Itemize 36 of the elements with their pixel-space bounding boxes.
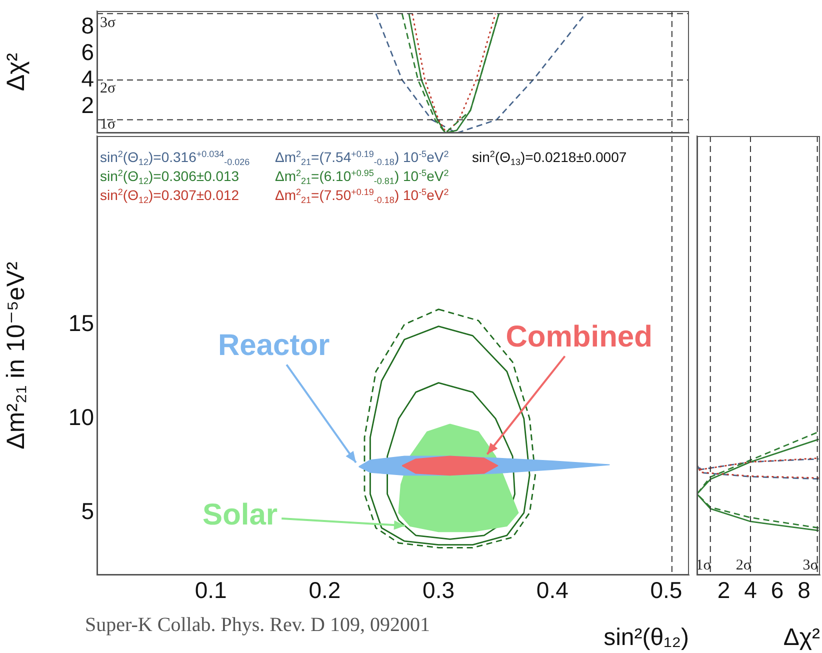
annotation: sin$^{2}$(Θ$_{12}$)=0.307±0.012: [100, 187, 240, 205]
x-tick-label: 4: [744, 577, 758, 604]
text: Super-K Collab. Phys. Rev. D 109, 092001: [85, 614, 430, 636]
annotation: sin$^{2}$(Θ$_{12}$)=0.306±0.013: [100, 168, 240, 186]
x-axis-title: Δχ²: [783, 624, 820, 652]
y-tick-label: 5: [81, 498, 94, 524]
text: Δm$^{2}$$_{21}$=(6.10$^{+0.95}$$_{-0.81}$) 10$^{-5}$eV$^{2}$: [275, 168, 449, 186]
x-tick-label: 0.5: [650, 577, 682, 604]
x-tick-label: 2: [717, 577, 730, 604]
x-tick-label: 0.1: [194, 577, 227, 604]
ref-line-label: 2σ: [100, 80, 116, 96]
y-tick-label: 8: [81, 12, 94, 38]
x-tick-label: 0.4: [536, 577, 569, 604]
annotation: sin$^{2}$(Θ$_{13}$)=0.0218±0.0007: [472, 149, 627, 167]
ref-line-label: 3σ: [802, 557, 818, 574]
y-axis-title: Δm²₂₁ in 10⁻⁵eV²: [2, 262, 30, 450]
y-axis-title: Δχ²: [2, 52, 30, 92]
text: Δm$^{2}$$_{21}$=(7.54$^{+0.19}$$_{-0.18}$) 10$^{-5}$eV$^{2}$: [275, 149, 449, 167]
y-tick-label: 2: [81, 92, 94, 118]
ref-line-label: 3σ: [100, 15, 116, 32]
y-tick-label: 4: [81, 65, 94, 92]
x-tick-label: 0.2: [308, 577, 341, 604]
y-tick-label: 15: [68, 310, 94, 336]
ref-line-label: 1σ: [696, 557, 712, 574]
ref-line-label: 1σ: [100, 116, 116, 132]
text: Reactor: [218, 328, 330, 362]
y-tick-label: 6: [81, 38, 94, 65]
x-tick-label: 8: [798, 577, 810, 604]
ref-line-label: 2σ: [736, 557, 752, 574]
legend-label: Solar: [202, 498, 278, 532]
text: Δm$^{2}$$_{21}$=(7.50$^{+0.19}$$_{-0.18}$) 10$^{-5}$eV$^{2}$: [275, 187, 449, 205]
x-axis-title: sin²(θ₁₂): [604, 624, 689, 652]
x-tick-label: 6: [770, 577, 784, 604]
text: Combined: [506, 320, 652, 354]
x-tick-label: 0.3: [422, 577, 455, 604]
y-tick-label: 10: [68, 404, 94, 430]
